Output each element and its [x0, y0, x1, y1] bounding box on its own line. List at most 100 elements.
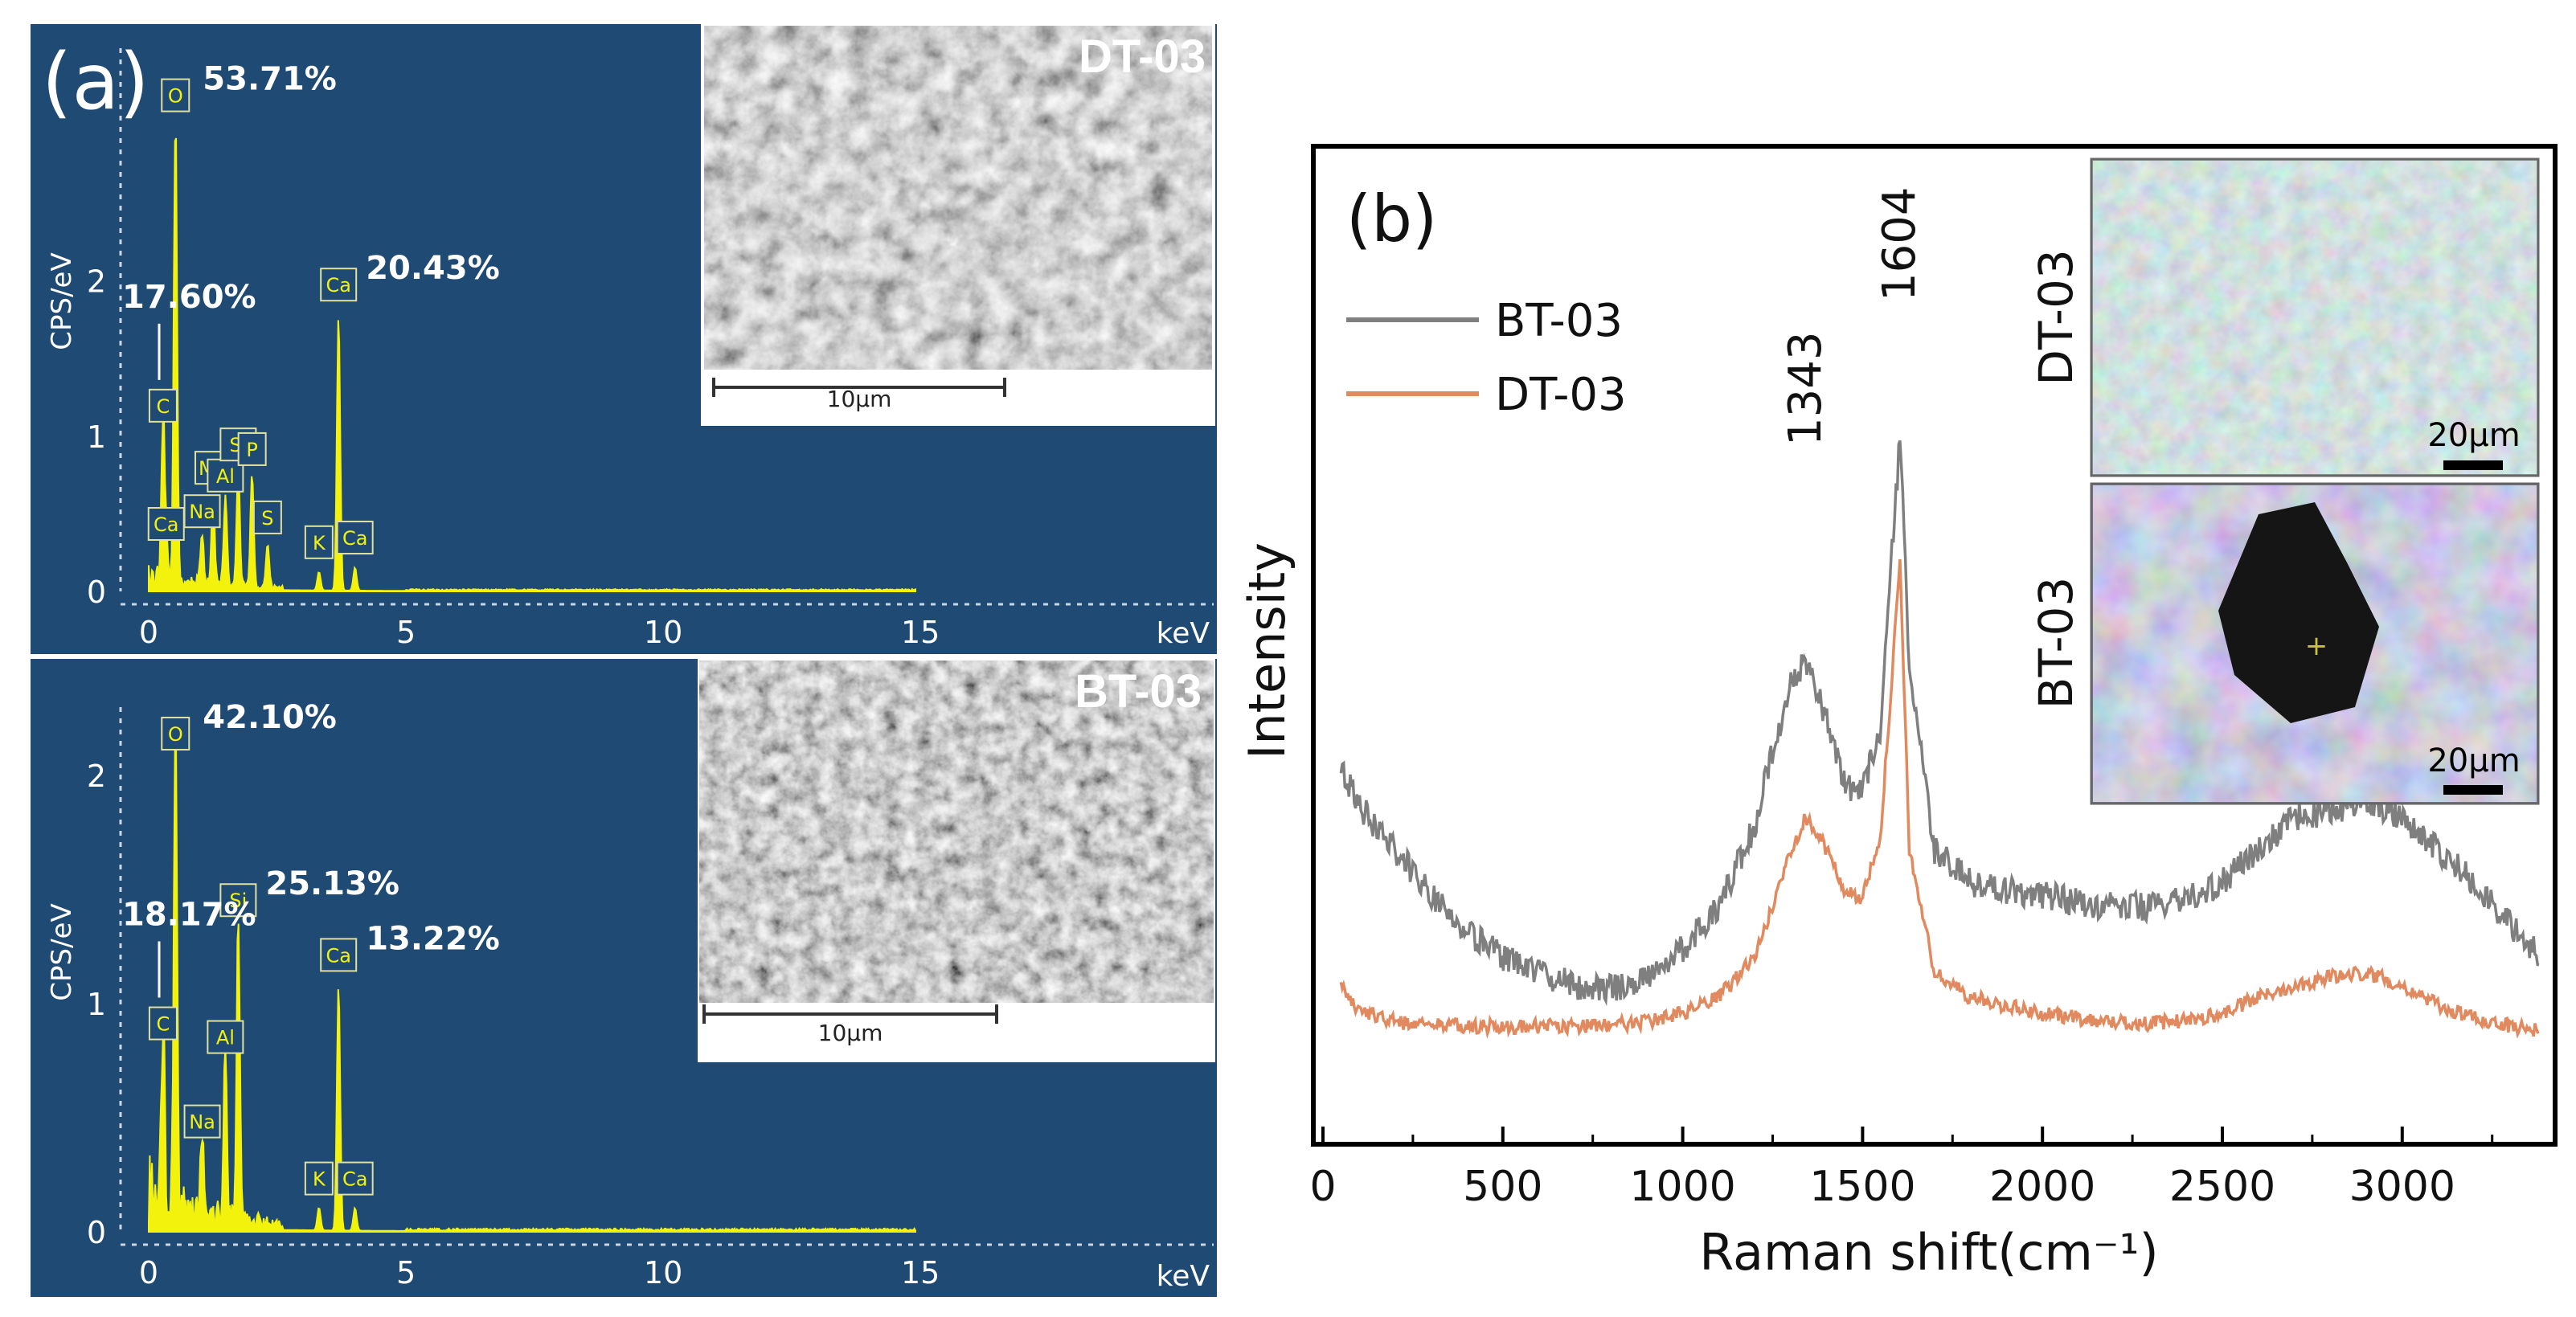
- peak-label-box: [148, 388, 178, 423]
- svg-text:+: +: [2305, 630, 2328, 662]
- peak-label-text: S: [261, 507, 273, 530]
- sem-image: [704, 26, 1212, 370]
- optical-inset-bt03: + 20μm BT-03: [2029, 482, 2540, 805]
- peak-label-text: Na: [189, 501, 215, 523]
- x-axis-label: Raman shift(cm⁻¹): [1699, 1223, 2158, 1282]
- peak-label-o: O: [161, 716, 190, 751]
- x-tick-label: 0: [139, 1255, 158, 1290]
- peak-label-ca: Ca: [320, 938, 358, 972]
- optical-inset-dt03: 20μm DT-03: [2029, 157, 2540, 477]
- y-tick-label: 2: [87, 759, 106, 794]
- raman-axes-frame: [1311, 144, 2558, 1147]
- scale-bar-label: 20μm: [2427, 417, 2520, 454]
- scale-bar: [2443, 785, 2503, 795]
- scale-bar-label: 20μm: [2427, 742, 2520, 779]
- percent-annotation-ca: 20.43%: [366, 250, 500, 287]
- peak-label-text: Ca: [326, 944, 350, 967]
- peak-label-box: [336, 521, 374, 555]
- peak-label-na: Na: [183, 494, 221, 529]
- eds-panel-bt03: 0 1 2 0 5 10 15 C O Na Al Si K Ca Ca 42.10% 25.13%18.17…: [31, 659, 1217, 1297]
- peak-label-text: O: [168, 85, 183, 108]
- raman-series: [1339, 440, 2540, 1039]
- peak-label-s: S: [252, 500, 282, 534]
- peak-label-text: Ca: [154, 513, 178, 536]
- peak-label-box: [207, 458, 244, 493]
- x-tick-label: 1500: [1809, 1163, 1915, 1211]
- peak-label-box: [252, 500, 282, 534]
- y-tick-label: 1: [87, 987, 106, 1022]
- eds-spectrum-fill: [148, 137, 916, 592]
- x-tick-label: 10: [644, 1255, 682, 1290]
- peak-label-box: [207, 1020, 244, 1054]
- x-axis-label: keV: [1157, 617, 1210, 650]
- x-tick-label: 500: [1463, 1163, 1542, 1211]
- inset-sample-label: BT-03: [1075, 665, 1202, 718]
- peak-label-c: C: [148, 1006, 178, 1041]
- peak-label-box: [219, 883, 257, 918]
- peak-label-box: [237, 432, 267, 466]
- raman-peak-labels: 1343 1604: [1779, 186, 1926, 446]
- percent-annotation-ca: 13.22%: [366, 920, 500, 957]
- scale-bar-label: 10μm: [827, 386, 892, 412]
- y-tick-label: 1: [87, 419, 106, 455]
- raman-x-ticks: 0 500 1000 1500 2000 2500 3000: [1309, 1127, 2494, 1211]
- raman-line-dt-03: [1339, 558, 2540, 1039]
- y-tick-label: 2: [87, 264, 106, 300]
- peak-label-text: C: [157, 1013, 170, 1036]
- legend-label-dt03: DT-03: [1495, 369, 1627, 421]
- eds-spectrum: [148, 746, 916, 1233]
- x-tick-label: 1000: [1629, 1163, 1735, 1211]
- raman-panel: 0 500 1000 1500 2000 2500 3000 1343 1604 (b) Ra…: [1238, 144, 2558, 1282]
- peak-label-al: Al: [207, 458, 244, 493]
- peak-label-1343: 1343: [1779, 331, 1832, 446]
- x-tick-label: 5: [396, 615, 416, 650]
- particle: [2218, 502, 2379, 723]
- x-tick-label: 5: [396, 1255, 416, 1290]
- panel-label-a: (a): [42, 37, 149, 127]
- eds-spectrum: [148, 137, 916, 592]
- peak-label-text: Na: [189, 1111, 215, 1134]
- percent-annotation-c: 17.60%: [122, 279, 256, 316]
- y-tick-label: 0: [87, 1215, 106, 1250]
- peak-label-box: [320, 938, 358, 972]
- peak-label-text: P: [246, 439, 257, 461]
- x-tick-label: 2000: [1989, 1163, 2095, 1211]
- percent-annotation-si: 25.13%: [265, 865, 399, 902]
- legend: BT-03 DT-03: [1346, 295, 1627, 421]
- peak-label-box: [161, 716, 190, 751]
- peak-label-c: C: [148, 388, 178, 423]
- x-tick-label: 0: [139, 615, 158, 650]
- peak-label-text: Ca: [342, 527, 367, 550]
- sem-image: [699, 661, 1214, 1003]
- sem-inset-bt03: 10μm BT-03: [698, 659, 1215, 1062]
- eds-axes: 0 1 2 0 5 10 15: [87, 707, 1214, 1290]
- peak-label-1604: 1604: [1874, 186, 1926, 301]
- x-tick-label: 15: [901, 1255, 940, 1290]
- percent-annotation-o: 53.71%: [203, 61, 337, 98]
- peak-label-k: K: [304, 525, 334, 559]
- eds-peak-labels: COCaNaMgAlSiPSKCaCa53.71%17.60%20.43%: [122, 61, 500, 559]
- peak-label-ca: Ca: [336, 1161, 374, 1196]
- peak-label-text: Si: [229, 890, 247, 912]
- y-tick-label: 0: [87, 575, 106, 610]
- peak-label-box: [336, 1161, 374, 1196]
- peak-label-na: Na: [183, 1104, 221, 1139]
- peak-label-box: [148, 1006, 178, 1041]
- peak-label-ca: Ca: [147, 507, 185, 541]
- peak-label-box: [183, 494, 221, 529]
- percent-annotation-c: 18.17%: [122, 897, 256, 934]
- inset-sample-label: DT-03: [1079, 31, 1206, 83]
- x-axis-label: keV: [1157, 1260, 1210, 1293]
- inset-sample-label: DT-03: [2029, 249, 2083, 386]
- y-axis-label: CPS/eV: [46, 252, 78, 350]
- x-tick-label: 2500: [2169, 1163, 2275, 1211]
- scale-bar-label: 10μm: [818, 1020, 883, 1046]
- peak-label-text: K: [313, 532, 326, 554]
- panel-label-b: (b): [1346, 182, 1437, 256]
- peak-label-box: [183, 1104, 221, 1139]
- raman-line-bt-03: [1339, 440, 2540, 1007]
- y-axis-label: Intensity: [1238, 542, 1296, 759]
- x-tick-label: 0: [1309, 1163, 1336, 1211]
